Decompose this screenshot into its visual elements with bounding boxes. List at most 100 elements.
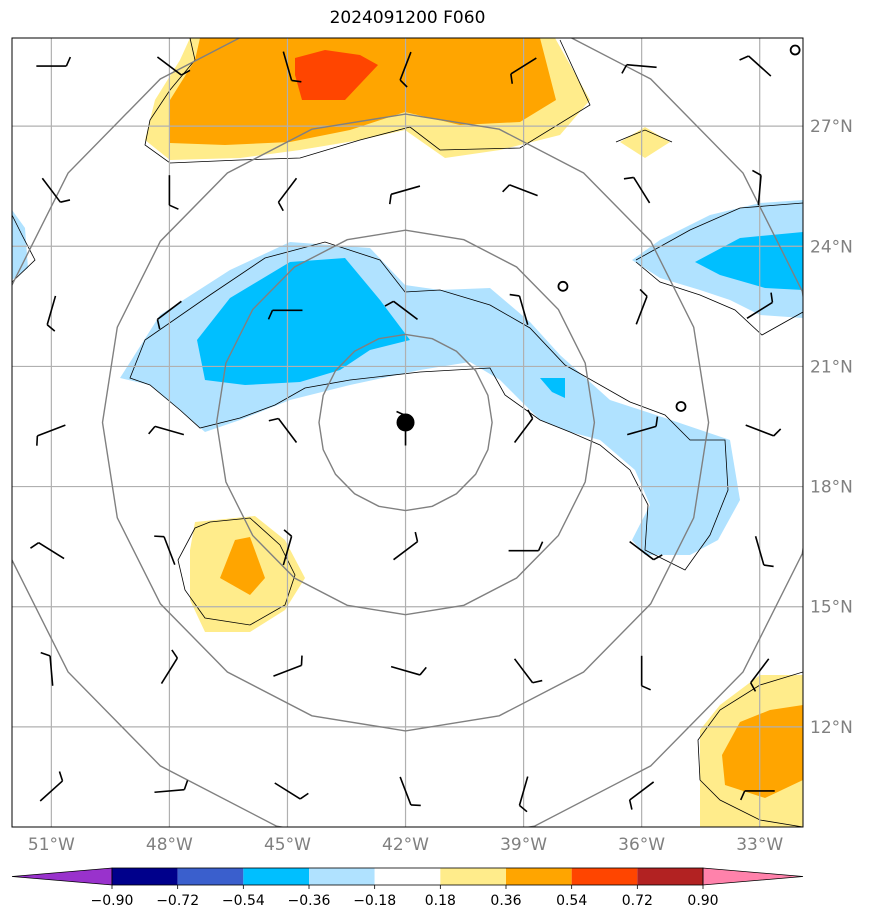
wind-barb xyxy=(502,184,538,197)
colorbar-tick-label: 0.54 xyxy=(556,893,587,909)
wind-barb xyxy=(627,416,659,436)
colorbar-tick-label: 0.72 xyxy=(622,893,653,909)
wind-barb xyxy=(749,658,770,692)
wind-barb xyxy=(39,771,64,802)
wind-barb xyxy=(168,175,179,210)
longitude-label: 39°W xyxy=(500,835,547,855)
circle-marker xyxy=(789,44,801,56)
range-ring xyxy=(101,113,710,732)
wind-barb xyxy=(36,56,72,67)
wind-barb xyxy=(629,540,663,561)
circle-marker xyxy=(557,280,569,292)
wind-barb xyxy=(746,292,774,319)
wind-barb xyxy=(508,541,544,552)
wind-barb xyxy=(623,176,651,204)
wind-barb xyxy=(277,177,298,212)
wind-barb xyxy=(390,665,427,676)
longitude-label: 33°W xyxy=(736,835,783,855)
wind-barb xyxy=(399,51,412,88)
negative-anomaly-band xyxy=(120,241,740,571)
wind-barb xyxy=(518,776,529,813)
positive-anomaly-southeast xyxy=(697,671,803,827)
range-rings xyxy=(12,38,803,827)
positive-anomaly-top xyxy=(144,38,591,164)
map-area xyxy=(12,38,803,827)
wind-barb xyxy=(393,531,419,561)
colorbar-segment xyxy=(112,868,178,885)
longitude-label: 45°W xyxy=(264,835,311,855)
positive-anomaly-west xyxy=(177,516,305,632)
wind-barb xyxy=(282,529,293,566)
colorbar-segment xyxy=(309,868,375,885)
wind-barb xyxy=(754,536,774,568)
wind-barb xyxy=(160,649,179,684)
colorbar-tick-label: −0.54 xyxy=(222,893,265,909)
range-ring xyxy=(318,333,493,512)
plot-title: 2024091200 F060 xyxy=(329,8,486,28)
wind-barb xyxy=(273,655,303,677)
latitude-label: 24°N xyxy=(810,237,853,257)
negative-anomaly-east xyxy=(632,200,803,336)
colorbar-tick-label: −0.18 xyxy=(353,893,396,909)
colorbar-tick-label: 0.18 xyxy=(425,893,456,909)
longitude-label: 51°W xyxy=(28,835,75,855)
latitude-label: 21°N xyxy=(810,357,853,377)
wind-barb xyxy=(752,169,762,206)
colorbar-tick-label: −0.72 xyxy=(156,893,199,909)
wind-barb xyxy=(510,57,537,84)
wind-barb xyxy=(640,655,651,691)
wind-barb xyxy=(154,535,176,565)
wind-barb xyxy=(388,185,421,205)
latitude-label: 15°N xyxy=(810,598,853,618)
wind-barb xyxy=(745,424,782,437)
wind-barbs xyxy=(30,51,782,813)
wind-barb xyxy=(739,55,772,77)
wind-barb xyxy=(40,651,54,686)
wind-barb xyxy=(267,309,303,320)
colorbar: −0.90 −0.72 −0.54 −0.36 −0.18 0.18 0.36 0.54 0.7… xyxy=(11,867,804,909)
range-ring xyxy=(12,38,803,827)
wind-barb xyxy=(739,790,775,801)
colorbar-segment xyxy=(177,868,244,885)
colorbar-tick-label: −0.90 xyxy=(91,893,134,909)
plot-frame xyxy=(11,37,804,828)
wind-barb xyxy=(148,425,185,436)
longitude-label: 48°W xyxy=(146,835,193,855)
longitude-label: 42°W xyxy=(382,835,429,855)
wind-barb xyxy=(268,417,298,443)
colorbar-segment xyxy=(440,868,506,885)
colorbar-segment xyxy=(571,868,638,885)
latitude-label: 18°N xyxy=(810,478,853,498)
colorbar-extend-min xyxy=(11,867,113,886)
colorbar-segment xyxy=(637,868,703,885)
wind-barb xyxy=(36,424,66,446)
longitude-label: 36°W xyxy=(618,835,665,855)
wind-barb xyxy=(156,56,191,76)
latitude-label: 27°N xyxy=(810,117,853,137)
colorbar-segment xyxy=(506,868,572,885)
colorbar-frame xyxy=(111,867,704,886)
wind-barb xyxy=(621,63,657,74)
wind-barb xyxy=(282,51,302,83)
wind-barb xyxy=(274,782,309,800)
wind-barb xyxy=(399,776,421,807)
wind-barb xyxy=(41,177,71,203)
wind-barb xyxy=(513,409,534,443)
colorbar-tick-label: 0.90 xyxy=(687,893,718,909)
positive-anomaly-small xyxy=(615,127,673,158)
wind-barb xyxy=(156,300,182,330)
graticule xyxy=(12,38,803,827)
colorbar-segment xyxy=(243,868,309,885)
storm-center-marker xyxy=(396,413,415,432)
latitude-label: 12°N xyxy=(810,718,853,738)
wind-barb xyxy=(46,295,57,332)
circle-marker xyxy=(675,401,687,412)
latitude-labels: 27°N 24°N 21°N 18°N 15°N 12°N xyxy=(810,117,853,738)
wind-barb xyxy=(384,300,418,321)
wind-barb xyxy=(509,293,529,325)
wind-barb xyxy=(154,780,189,794)
wind-barb xyxy=(30,542,65,560)
colorbar-extend-max xyxy=(702,867,804,886)
wind-barb xyxy=(635,288,648,325)
